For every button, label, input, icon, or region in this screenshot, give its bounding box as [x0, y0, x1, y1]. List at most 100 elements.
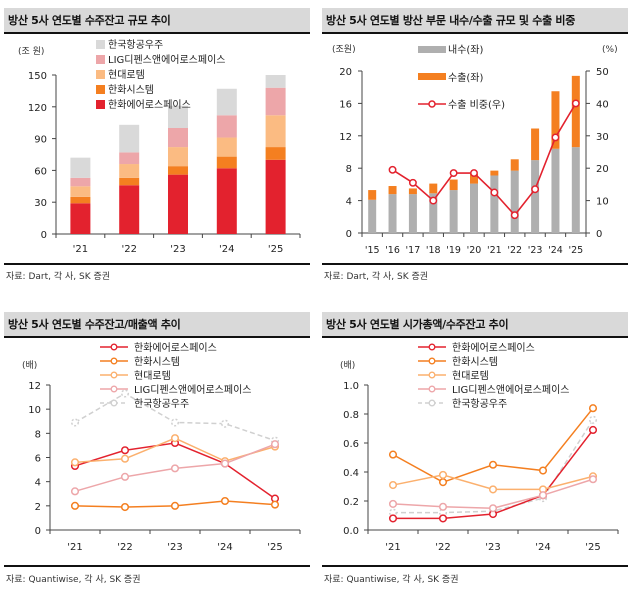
x-tick-label: '25 — [268, 244, 283, 255]
x-tick-label: '23 — [170, 244, 185, 255]
legend-marker — [110, 399, 118, 407]
footer-divider — [322, 263, 628, 265]
x-tick-label: '15 — [365, 245, 380, 256]
panel-backlog: 방산 5사 연도별 수주잔고 규모 추이 (조 원) 0 30 60 90 120 150 '… — [4, 0, 310, 292]
bar-segment — [216, 156, 237, 169]
legend-label: 수출 비중(우) — [448, 99, 505, 111]
y-tick-label-right: 40 — [596, 99, 609, 110]
bar-segment — [408, 194, 417, 233]
data-point — [538, 491, 548, 500]
y-tick-label: 0.6 — [343, 439, 359, 450]
legend-label: 한화시스템 — [134, 356, 180, 368]
chart-title: 방산 5사 연도별 방산 부문 내수/수출 규모 및 수출 비중 — [326, 14, 576, 27]
bar-segment — [265, 159, 286, 234]
data-point — [490, 188, 499, 197]
bar-segment — [388, 194, 397, 233]
y-tick-label: 0.0 — [343, 526, 359, 537]
data-point — [120, 446, 130, 455]
legend-label: LIG디펜스앤에어로스페이스 — [108, 54, 225, 66]
bar-segment — [168, 128, 188, 148]
legend-label: 수출(좌) — [448, 72, 484, 84]
legend-swatch — [96, 70, 105, 79]
bar-segment — [216, 88, 237, 116]
x-tick-label: '23 — [167, 542, 182, 553]
bar-segment — [408, 188, 417, 195]
data-point — [388, 165, 397, 174]
bar-segment — [449, 190, 458, 233]
legend-marker — [428, 385, 436, 393]
legend-marker — [110, 385, 118, 393]
x-tick-label: '22 — [117, 542, 132, 553]
bar-segment — [119, 185, 140, 234]
legend-swatch — [418, 46, 446, 53]
data-point — [449, 169, 458, 178]
bar-segment — [70, 196, 91, 204]
y-tick-label: 12 — [28, 381, 41, 392]
chart-title: 방산 5사 연도별 수주잔고 규모 추이 — [8, 14, 171, 27]
y-tick-label-right: 0 — [596, 229, 602, 240]
bar-segment — [265, 75, 286, 88]
legend-label: 한화시스템 — [108, 84, 154, 96]
data-point — [438, 514, 448, 523]
data-point — [531, 185, 540, 194]
y-axis-label: (조 원) — [18, 46, 44, 57]
footer-divider — [322, 565, 628, 567]
legend-label: 한국항공우주 — [108, 39, 163, 51]
data-point — [220, 419, 230, 428]
series-line-export-share — [392, 102, 577, 217]
data-point — [429, 196, 438, 205]
legend-marker — [110, 343, 118, 351]
legend-marker — [110, 371, 118, 379]
data-point — [70, 458, 80, 467]
y-tick-label: 0.4 — [343, 468, 359, 479]
bar-segment — [216, 137, 237, 157]
panel-header: 방산 5사 연도별 시가총액/수주잔고 추이 — [322, 312, 628, 338]
legend-label: 한화시스템 — [452, 356, 498, 368]
bar-segment — [70, 157, 91, 178]
bar-segment — [368, 190, 377, 200]
panel-backlog-to-sales: 방산 5사 연도별 수주잔고/매출액 추이 (배) 0 2 4 6 8 10 12 '21 '22… — [4, 304, 310, 596]
legend-swatch — [418, 73, 446, 80]
data-point — [408, 178, 417, 187]
y-tick-label-left: 8 — [346, 164, 352, 175]
footer-divider — [4, 565, 310, 567]
legend-swatch — [96, 85, 105, 94]
source-note: 자료: Quantiwise, 각 사, SK 증권 — [324, 575, 459, 585]
y-tick-label: 2 — [35, 502, 41, 513]
data-point — [571, 99, 580, 108]
legend-marker — [428, 343, 436, 351]
legend-label: 현대로템 — [452, 370, 489, 382]
x-tick-label: '18 — [426, 245, 441, 256]
y-tick-label: 0 — [41, 230, 47, 241]
x-tick-label: '24 — [548, 245, 563, 256]
chart-backlog-to-sales: (배) 0 2 4 6 8 10 12 '21 '22 '23 '24 '25 한화에어로스페이스한화시스… — [22, 342, 301, 553]
bar-segment — [531, 128, 540, 161]
chart-mktcap-to-backlog: (배) 0.0 0.2 0.4 0.6 0.8 1.0 '21 '22 '23 '24 '25 한화에어… — [340, 342, 619, 553]
x-tick-label: '24 — [219, 244, 234, 255]
bar-segment — [70, 186, 91, 197]
data-point — [120, 389, 130, 398]
bar-segment — [216, 168, 237, 234]
panel-header: 방산 5사 연도별 수주잔고/매출액 추이 — [4, 312, 310, 338]
bar-segment — [490, 170, 499, 176]
legend-label: 한국항공우주 — [134, 398, 189, 410]
legend-label: 한국항공우주 — [452, 398, 507, 410]
footer-divider — [4, 263, 310, 265]
data-point — [388, 450, 398, 459]
x-tick-label: '17 — [406, 245, 421, 256]
data-point — [488, 485, 498, 494]
series-line — [392, 407, 594, 483]
bar-segment — [168, 166, 188, 175]
y-tick-label-left: 16 — [339, 99, 352, 110]
y-axis-label-right: (%) — [602, 45, 618, 55]
y-tick-label-left: 0 — [346, 229, 352, 240]
y-tick-label: 8 — [35, 429, 41, 440]
legend-swatch — [96, 55, 105, 64]
bar-segment — [531, 160, 540, 233]
data-point — [538, 466, 548, 475]
bar-segment — [265, 87, 286, 116]
bar-segment — [551, 91, 560, 149]
panel-header: 방산 5사 연도별 방산 부문 내수/수출 규모 및 수출 비중 — [322, 8, 628, 34]
y-tick-label-right: 30 — [596, 132, 609, 143]
chart-title: 방산 5사 연도별 수주잔고/매출액 추이 — [8, 318, 181, 331]
